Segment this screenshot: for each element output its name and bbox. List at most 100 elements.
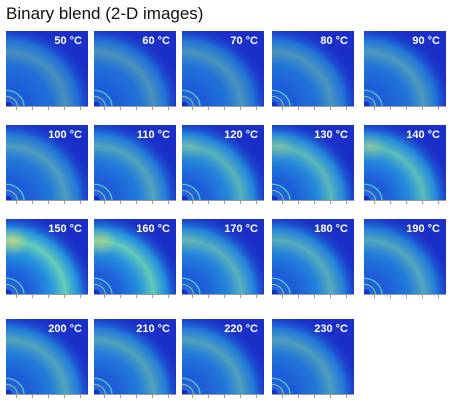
axis-tick — [282, 107, 283, 110]
axis-tick — [298, 295, 299, 298]
axis-tick — [314, 201, 315, 204]
scattering-image: 100 °C — [6, 125, 88, 211]
temperature-label: 200 °C — [48, 323, 82, 335]
scattering-image: 50 °C — [6, 31, 88, 117]
temperature-label: 140 °C — [406, 129, 440, 141]
scattering-pattern: 90 °C — [364, 31, 446, 107]
axis-tick — [208, 395, 209, 398]
axis-tick — [406, 107, 407, 110]
scattering-pattern: 120 °C — [182, 125, 264, 201]
axis-tick — [80, 107, 81, 110]
axis-tick — [168, 107, 169, 110]
temperature-label: 180 °C — [314, 223, 348, 235]
axis-tick — [104, 107, 105, 110]
scattering-pattern: 160 °C — [94, 219, 176, 295]
axis-tick — [374, 107, 375, 110]
axis-tick — [120, 107, 121, 110]
axis-tick — [152, 395, 153, 398]
axis-tick — [152, 295, 153, 298]
axis-tick — [192, 295, 193, 298]
axis-tick — [168, 201, 169, 204]
axis-tick — [314, 395, 315, 398]
image-axis — [182, 200, 264, 211]
scattering-image: 170 °C — [182, 219, 264, 305]
image-axis — [182, 106, 264, 117]
axis-tick — [168, 295, 169, 298]
axis-tick — [48, 107, 49, 110]
axis-tick — [32, 395, 33, 398]
scattering-image: 220 °C — [182, 319, 264, 405]
axis-tick — [16, 295, 17, 298]
temperature-label: 100 °C — [48, 129, 82, 141]
axis-tick — [346, 295, 347, 298]
axis-tick — [256, 395, 257, 398]
scattering-pattern: 210 °C — [94, 319, 176, 395]
axis-tick — [282, 295, 283, 298]
axis-tick — [240, 107, 241, 110]
scattering-pattern: 230 °C — [272, 319, 354, 395]
scattering-pattern: 170 °C — [182, 219, 264, 295]
axis-tick — [224, 201, 225, 204]
axis-tick — [136, 107, 137, 110]
axis-tick — [390, 201, 391, 204]
temperature-label: 70 °C — [230, 35, 258, 47]
scattering-pattern: 80 °C — [272, 31, 354, 107]
axis-tick — [346, 107, 347, 110]
image-axis — [272, 200, 354, 211]
image-axis — [6, 394, 88, 405]
scattering-pattern: 190 °C — [364, 219, 446, 295]
scattering-image: 140 °C — [364, 125, 446, 211]
axis-tick — [224, 107, 225, 110]
scattering-image: 150 °C — [6, 219, 88, 305]
axis-tick — [48, 201, 49, 204]
scattering-pattern: 110 °C — [94, 125, 176, 201]
axis-tick — [330, 107, 331, 110]
axis-tick — [104, 295, 105, 298]
scattering-image: 130 °C — [272, 125, 354, 211]
axis-tick — [208, 201, 209, 204]
axis-tick — [330, 395, 331, 398]
temperature-label: 80 °C — [320, 35, 348, 47]
image-axis — [94, 294, 176, 305]
axis-tick — [16, 201, 17, 204]
axis-tick — [120, 201, 121, 204]
axis-tick — [152, 107, 153, 110]
axis-tick — [314, 295, 315, 298]
image-axis — [364, 106, 446, 117]
axis-tick — [208, 107, 209, 110]
axis-tick — [64, 395, 65, 398]
image-axis — [6, 106, 88, 117]
axis-tick — [152, 201, 153, 204]
axis-tick — [48, 395, 49, 398]
axis-tick — [240, 395, 241, 398]
scattering-image: 60 °C — [94, 31, 176, 117]
axis-tick — [192, 107, 193, 110]
scattering-image: 80 °C — [272, 31, 354, 117]
image-axis — [182, 294, 264, 305]
axis-tick — [80, 395, 81, 398]
temperature-label: 170 °C — [224, 223, 258, 235]
axis-tick — [298, 395, 299, 398]
axis-tick — [136, 295, 137, 298]
temperature-label: 190 °C — [406, 223, 440, 235]
axis-tick — [406, 295, 407, 298]
axis-tick — [192, 201, 193, 204]
temperature-label: 120 °C — [224, 129, 258, 141]
temperature-label: 210 °C — [136, 323, 170, 335]
page-title: Binary blend (2-D images) — [6, 4, 204, 23]
axis-tick — [390, 295, 391, 298]
axis-tick — [374, 201, 375, 204]
image-axis — [272, 294, 354, 305]
image-axis — [6, 200, 88, 211]
axis-tick — [256, 107, 257, 110]
axis-tick — [32, 295, 33, 298]
scattering-image: 190 °C — [364, 219, 446, 305]
image-axis — [6, 294, 88, 305]
image-axis — [94, 200, 176, 211]
axis-tick — [240, 295, 241, 298]
axis-tick — [80, 201, 81, 204]
axis-tick — [64, 107, 65, 110]
scattering-pattern: 130 °C — [272, 125, 354, 201]
temperature-label: 110 °C — [136, 129, 170, 141]
